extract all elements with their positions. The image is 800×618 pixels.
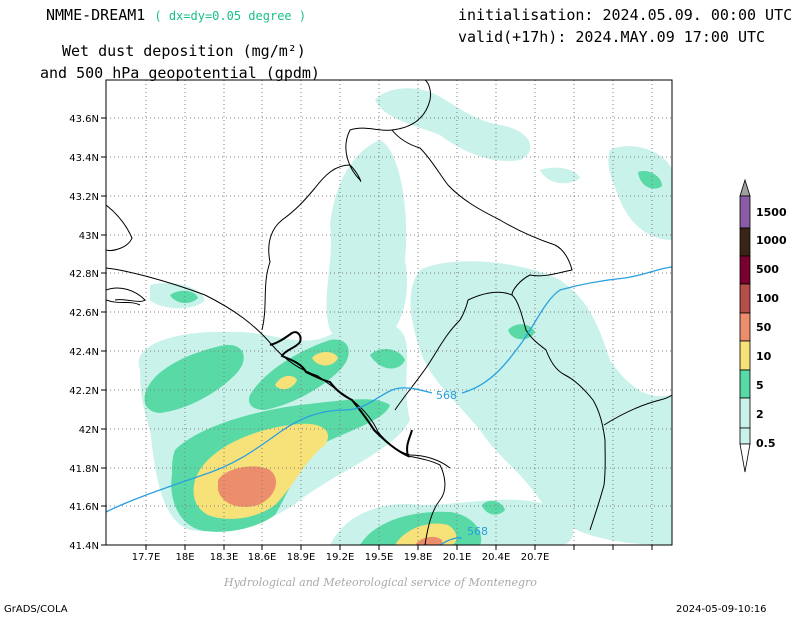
legend-label: 1000 bbox=[756, 234, 787, 247]
legend-label: 500 bbox=[756, 263, 779, 276]
lat-label: 42.4N bbox=[69, 347, 99, 358]
lon-label: 19.2E bbox=[326, 552, 355, 563]
initialisation-time: initialisation: 2024.05.09. 00:00 UTC bbox=[458, 6, 793, 24]
lat-label: 41.4N bbox=[69, 541, 99, 552]
lon-label: 18.3E bbox=[210, 552, 239, 563]
lon-label: 18E bbox=[175, 552, 194, 563]
lat-label: 41.8N bbox=[69, 464, 99, 475]
legend-label: 0.5 bbox=[756, 437, 776, 450]
legend-label: 50 bbox=[756, 321, 772, 334]
country-border-kosovo bbox=[467, 291, 672, 426]
legend-swatch bbox=[739, 255, 751, 285]
legend-swatch bbox=[739, 195, 751, 229]
credit-line: Hydrological and Meteorological service … bbox=[224, 576, 537, 589]
lon-label: 20.1E bbox=[443, 552, 472, 563]
axis-ticks bbox=[101, 117, 653, 550]
plot-title-line1: Wet dust deposition (mg/m²) bbox=[62, 42, 306, 60]
contour-label-568: 568 bbox=[436, 389, 457, 402]
lat-label: 41.6N bbox=[69, 502, 99, 513]
legend-label: 5 bbox=[756, 379, 764, 392]
lon-label: 18.9E bbox=[287, 552, 316, 563]
lon-label: 20.7E bbox=[521, 552, 550, 563]
legend-swatch bbox=[739, 369, 751, 399]
lat-label: 42.8N bbox=[69, 269, 99, 280]
lon-label: 20.4E bbox=[482, 552, 511, 563]
coast-croatia-islands bbox=[106, 287, 146, 306]
legend-swatch bbox=[739, 312, 751, 342]
legend-labels: 1500 1000 500 100 50 10 5 2 0.5 bbox=[756, 206, 787, 450]
software-credit: GrADS/COLA bbox=[4, 604, 68, 615]
plot-title-line2: and 500 hPa geopotential (gpdm) bbox=[40, 64, 320, 82]
lon-label: 18.6E bbox=[248, 552, 277, 563]
lon-label: 17.7E bbox=[132, 552, 161, 563]
legend-bottom-arrow bbox=[739, 443, 751, 473]
geopotential-568-contour bbox=[106, 266, 672, 545]
lat-label: 43.4N bbox=[69, 153, 99, 164]
model-resolution: ( dx=dy=0.05 degree ) bbox=[154, 9, 307, 23]
lat-label: 42.6N bbox=[69, 308, 99, 319]
lon-label: 19.8E bbox=[404, 552, 433, 563]
legend-label: 1500 bbox=[756, 206, 787, 219]
contour-label-568-south: 568 bbox=[467, 525, 488, 538]
coastline-montenegro bbox=[269, 331, 413, 458]
legend-swatch bbox=[739, 397, 751, 429]
legend-swatch bbox=[739, 227, 751, 257]
lon-labels: 17.7E 18E 18.3E 18.6E 18.9E 19.2E 19.5E … bbox=[132, 552, 550, 563]
lat-label: 43N bbox=[79, 231, 99, 242]
valid-time: valid(+17h): 2024.MAY.09 17:00 UTC bbox=[458, 28, 766, 46]
legend-top-arrow bbox=[739, 178, 751, 197]
legend-label: 2 bbox=[756, 408, 764, 421]
lat-labels: 43.6N 43.4N 43.2N 43N 42.8N 42.6N 42.4N … bbox=[69, 114, 99, 552]
lat-label: 43.2N bbox=[69, 192, 99, 203]
render-timestamp: 2024-05-09-10:16 bbox=[676, 604, 767, 615]
color-legend bbox=[739, 178, 751, 473]
legend-swatch bbox=[739, 427, 751, 445]
legend-label: 10 bbox=[756, 350, 772, 363]
lat-label: 43.6N bbox=[69, 114, 99, 125]
lon-label: 19.5E bbox=[365, 552, 394, 563]
lat-label: 42.2N bbox=[69, 386, 99, 397]
legend-label: 100 bbox=[756, 292, 779, 305]
legend-swatch bbox=[739, 283, 751, 314]
dust-field bbox=[138, 88, 672, 545]
model-name: NMME-DREAM1 ( dx=dy=0.05 degree ) bbox=[46, 6, 307, 24]
map-gridlines bbox=[106, 80, 672, 545]
legend-swatch bbox=[739, 340, 751, 371]
country-border-north bbox=[261, 80, 431, 331]
country-border-albania bbox=[394, 299, 469, 545]
lat-label: 42N bbox=[79, 425, 99, 436]
